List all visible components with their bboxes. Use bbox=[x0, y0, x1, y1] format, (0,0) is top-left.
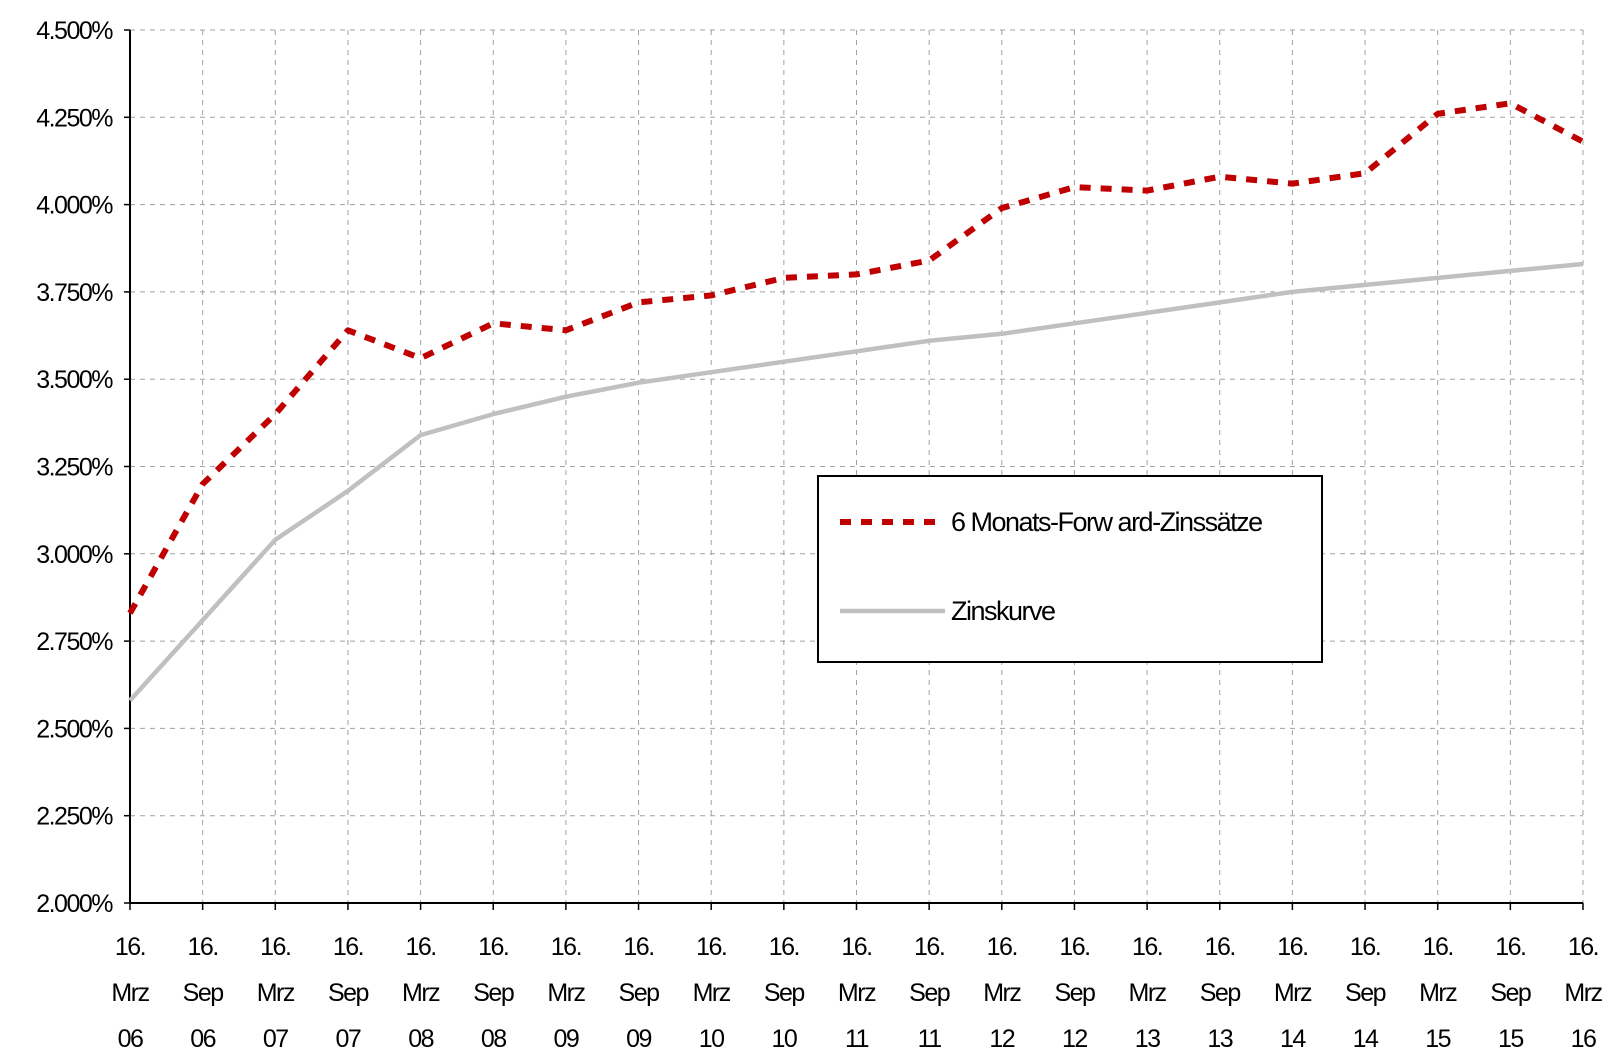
y-tick-label: 3.000% bbox=[36, 541, 113, 569]
x-tick-label: 08 bbox=[481, 1025, 506, 1053]
x-tick-label: 16. bbox=[115, 933, 145, 961]
x-tick-label: Sep bbox=[1054, 979, 1095, 1007]
y-tick-label: 3.500% bbox=[36, 366, 113, 394]
x-tick-label: 16. bbox=[1423, 933, 1453, 961]
x-tick-label: 12 bbox=[989, 1025, 1014, 1053]
x-tick-label: Sep bbox=[183, 979, 224, 1007]
y-tick-label: 2.500% bbox=[36, 715, 113, 743]
x-tick-label: 16. bbox=[1059, 933, 1089, 961]
x-tick-label: 11 bbox=[918, 1025, 942, 1053]
x-tick-label: Sep bbox=[619, 979, 660, 1007]
x-tick-label: Mrz bbox=[1564, 979, 1602, 1007]
y-tick-label: 2.000% bbox=[36, 890, 113, 918]
y-tick-label: 4.000% bbox=[36, 192, 113, 220]
x-tick-label: Sep bbox=[328, 979, 369, 1007]
y-tick-label: 3.250% bbox=[36, 454, 113, 482]
x-tick-label: 16. bbox=[1350, 933, 1380, 961]
x-tick-label: 13 bbox=[1135, 1025, 1160, 1053]
legend-label: Zinskurve bbox=[951, 596, 1055, 626]
x-tick-label: 16. bbox=[769, 933, 799, 961]
x-tick-label: 15 bbox=[1498, 1025, 1523, 1053]
x-tick-label: 16. bbox=[1205, 933, 1235, 961]
y-tick-label: 2.750% bbox=[36, 628, 113, 656]
x-tick-label: 16. bbox=[478, 933, 508, 961]
x-tick-label: Sep bbox=[1345, 979, 1386, 1007]
x-tick-label: 10 bbox=[771, 1025, 796, 1053]
x-tick-label: Mrz bbox=[111, 979, 149, 1007]
x-tick-label: 06 bbox=[118, 1025, 143, 1053]
x-tick-label: Sep bbox=[764, 979, 805, 1007]
x-tick-label: 13 bbox=[1207, 1025, 1232, 1053]
x-tick-label: 16. bbox=[1277, 933, 1307, 961]
x-tick-label: 16. bbox=[841, 933, 871, 961]
x-tick-label: 16. bbox=[405, 933, 435, 961]
x-tick-label: Mrz bbox=[257, 979, 295, 1007]
x-tick-label: 16. bbox=[551, 933, 581, 961]
legend-label: 6 Monats-Forw ard-Zinssätze bbox=[951, 507, 1262, 537]
y-tick-label: 2.250% bbox=[36, 803, 113, 831]
x-tick-label: 10 bbox=[699, 1025, 724, 1053]
x-tick-label: Mrz bbox=[547, 979, 585, 1007]
x-tick-label: Sep bbox=[1490, 979, 1531, 1007]
y-tick-label: 3.750% bbox=[36, 279, 113, 307]
x-tick-label: 16. bbox=[260, 933, 290, 961]
x-tick-label: Sep bbox=[473, 979, 514, 1007]
x-tick-label: 16 bbox=[1571, 1025, 1596, 1053]
x-tick-label: 09 bbox=[553, 1025, 578, 1053]
x-tick-label: 15 bbox=[1425, 1025, 1450, 1053]
x-tick-label: 16. bbox=[914, 933, 944, 961]
x-tick-label: 14 bbox=[1280, 1025, 1306, 1053]
x-tick-label: 07 bbox=[336, 1025, 361, 1053]
x-tick-label: 11 bbox=[845, 1025, 869, 1053]
x-tick-label: 16. bbox=[333, 933, 363, 961]
x-tick-label: Mrz bbox=[1129, 979, 1167, 1007]
legend: 6 Monats-Forw ard-Zinssätze Zinskurve bbox=[818, 476, 1322, 662]
x-tick-label: 06 bbox=[190, 1025, 215, 1053]
x-tick-label: 16. bbox=[696, 933, 726, 961]
x-tick-label: Sep bbox=[1200, 979, 1241, 1007]
y-tick-label: 4.500% bbox=[36, 17, 113, 45]
x-tick-label: 08 bbox=[408, 1025, 433, 1053]
x-tick-label: 16. bbox=[1132, 933, 1162, 961]
x-tick-label: Sep bbox=[909, 979, 950, 1007]
legend-box bbox=[818, 476, 1322, 662]
x-tick-label: Mrz bbox=[838, 979, 876, 1007]
x-tick-label: 07 bbox=[263, 1025, 288, 1053]
x-tick-label: Mrz bbox=[1274, 979, 1312, 1007]
x-tick-label: 16. bbox=[1568, 933, 1598, 961]
x-tick-label: 16. bbox=[623, 933, 653, 961]
x-tick-label: Mrz bbox=[402, 979, 440, 1007]
x-tick-label: 12 bbox=[1062, 1025, 1087, 1053]
x-tick-label: 16. bbox=[987, 933, 1017, 961]
x-tick-label: 09 bbox=[626, 1025, 651, 1053]
x-tick-label: 16. bbox=[188, 933, 218, 961]
x-tick-label: Mrz bbox=[1419, 979, 1457, 1007]
x-tick-label: 16. bbox=[1495, 933, 1525, 961]
x-tick-label: Mrz bbox=[693, 979, 731, 1007]
x-tick-label: Mrz bbox=[983, 979, 1021, 1007]
y-tick-label: 4.250% bbox=[36, 104, 113, 132]
x-tick-label: 14 bbox=[1353, 1025, 1379, 1053]
